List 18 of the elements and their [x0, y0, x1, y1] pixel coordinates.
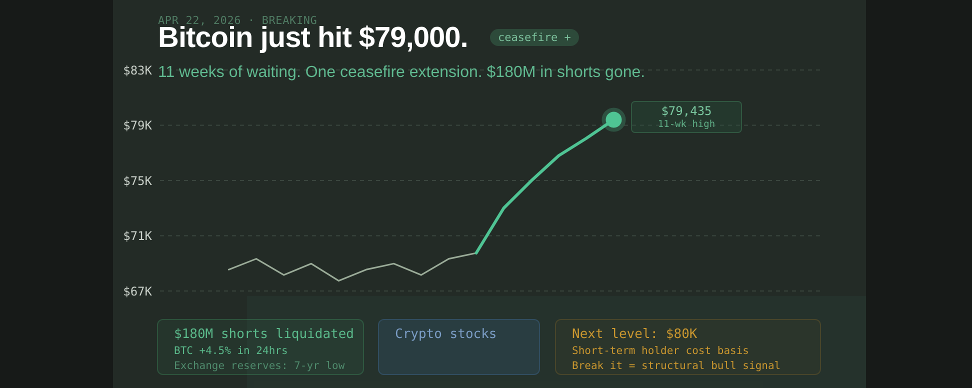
text: BTC +4.5% in 24hrs [174, 344, 289, 359]
text: ceasefire + [490, 29, 579, 46]
y-tick-label: $75K [123, 174, 153, 188]
chart-subtitle: 11 weeks of waiting. One ceasefire extension. $180M in shorts gone. [158, 64, 646, 82]
annotation: 11-wk high [656, 119, 716, 131]
text: Crypto stocks [395, 326, 498, 344]
callout-box: $79,435 11-wk high [631, 101, 742, 133]
y-tick-label: $79K [123, 118, 153, 133]
text: Exchange reserves: 7-yr low [174, 359, 346, 374]
text: Next level: $80K [572, 326, 698, 344]
text: $180M shorts liquidated [174, 326, 356, 344]
line-series [228, 252, 478, 282]
text: Break it = structural bull signal [572, 359, 782, 374]
y-tick-label: $83K [123, 63, 153, 78]
text: Short-term holder cost basis [572, 344, 750, 359]
y-tick-label: $71K [123, 229, 153, 244]
y-tick-label: $67K [123, 284, 153, 298]
annotation: $79,435 [660, 104, 713, 119]
